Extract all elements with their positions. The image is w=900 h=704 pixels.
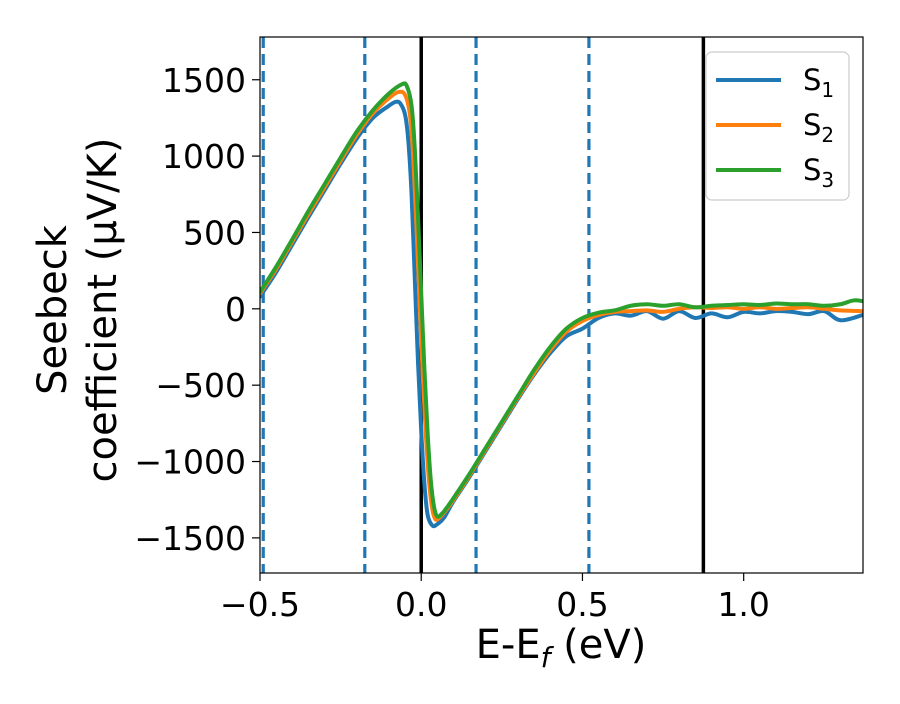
series-lines (260, 81, 863, 529)
y-axis-label-line2: coefficient (μV/K) (80, 138, 126, 483)
y-tick-label: 1000 (162, 137, 246, 176)
legend-label-s1: S1 (803, 63, 834, 102)
x-tick-label: 1.0 (717, 585, 769, 624)
legend: S1 S2 S3 (705, 51, 850, 201)
plot-frame (259, 36, 864, 574)
x-tick-label: −0.5 (220, 585, 300, 624)
y-tick-label: −1000 (134, 443, 246, 482)
x-axis-ticks: −0.5 0.0 0.5 1.0 (220, 573, 770, 624)
y-axis-ticks: −1500 −1000 −500 0 500 1000 1500 (134, 61, 260, 558)
y-tick-label: −500 (155, 366, 246, 405)
x-tick-label: 0.0 (395, 585, 447, 624)
series-line-s3 (260, 81, 863, 519)
x-axis-label: E-Ef (eV) (476, 622, 647, 674)
y-tick-label: 0 (225, 290, 246, 329)
y-tick-label: −1500 (134, 519, 246, 558)
y-axis-label-line1: Seebeck (30, 224, 76, 395)
legend-label-s3: S3 (803, 153, 834, 192)
legend-label-s2: S2 (803, 108, 834, 147)
y-tick-label: 500 (183, 213, 246, 252)
y-tick-label: 1500 (162, 61, 246, 100)
x-tick-label: 0.5 (556, 585, 608, 624)
y-axis-label: Seebeck coefficient (μV/K) (30, 138, 126, 483)
